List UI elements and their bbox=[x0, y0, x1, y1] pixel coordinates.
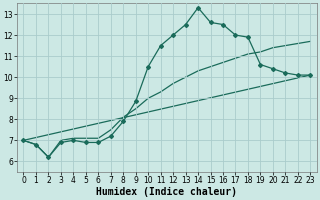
X-axis label: Humidex (Indice chaleur): Humidex (Indice chaleur) bbox=[96, 186, 237, 197]
